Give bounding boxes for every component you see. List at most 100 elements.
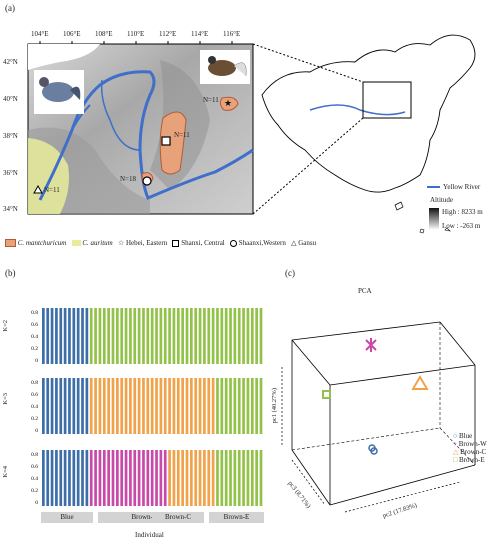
brown-eared-pheasant-image <box>200 50 250 84</box>
legend-label-hebei: Hebei, Eastern <box>125 239 168 247</box>
structure-bar <box>198 378 202 434</box>
structure-bar <box>76 450 80 506</box>
triangle-icon: △ <box>453 448 459 456</box>
structure-bar <box>246 450 250 506</box>
structure-bar <box>116 450 119 506</box>
pca-legend: ○ Blue + Brown-W △ Brown-C □ Brown-E <box>453 432 487 464</box>
pca-legend-item-brown-w: + Brown-W <box>453 440 487 448</box>
structure-bar <box>163 308 167 364</box>
structure-bar <box>133 378 137 434</box>
legend-swatch-mantchuricum <box>5 239 16 248</box>
structure-bar <box>94 308 97 364</box>
structure-bar <box>155 450 158 506</box>
structure-bar <box>72 378 76 434</box>
structure-bar <box>159 378 163 434</box>
structure-bar <box>111 378 115 434</box>
legend-altitude-high: High : 8233 m <box>442 208 483 216</box>
structure-bar <box>137 308 141 364</box>
structure-bar <box>81 308 84 364</box>
structure-bar <box>111 308 115 364</box>
structure-bar <box>250 308 254 364</box>
structure-bar <box>203 378 206 434</box>
row-label-k2: K=2 <box>2 320 9 332</box>
structure-bar <box>68 450 71 506</box>
circle-icon: ○ <box>453 432 458 440</box>
structure-bar <box>233 308 237 364</box>
structure-bar <box>216 308 219 364</box>
structure-ytick: 0.2 <box>31 346 38 352</box>
structure-bar <box>224 378 228 434</box>
pca-axis-pc1: pc1 (40.27%) <box>271 388 278 424</box>
star-icon: ☆ <box>117 239 125 247</box>
structure-bar <box>207 378 211 434</box>
structure-bar <box>42 450 45 506</box>
structure-bar <box>224 450 228 506</box>
legend-label-gansu: Gansu <box>298 239 317 247</box>
structure-bar <box>102 450 106 506</box>
structure-bar <box>255 378 258 434</box>
structure-ytick: 0.6 <box>31 322 38 328</box>
site-label-hebei: N=11 <box>203 96 219 104</box>
structure-bar <box>133 450 137 506</box>
structure-bar <box>107 378 110 434</box>
mantchuricum-region-shanxi <box>159 111 187 175</box>
structure-bar <box>229 378 232 434</box>
structure-bar <box>259 378 263 434</box>
structure-bar <box>98 308 102 364</box>
structure-bar <box>198 308 202 364</box>
structure-bar <box>185 450 189 506</box>
pca-point-brown-e <box>322 390 331 399</box>
square-icon <box>172 239 180 247</box>
structure-bar <box>50 450 54 506</box>
structure-bar <box>129 450 132 506</box>
structure-bar <box>89 308 93 364</box>
shaanxi-circle-marker <box>142 176 152 186</box>
panel-a-map: ★ <box>27 34 476 234</box>
structure-bar <box>259 450 263 506</box>
pca-cube <box>281 321 476 513</box>
square-icon: □ <box>453 456 458 464</box>
structure-bar <box>81 378 84 434</box>
site-label-shanxi: N=11 <box>174 131 190 139</box>
structure-bar <box>150 450 154 506</box>
structure-bar <box>229 450 232 506</box>
structure-plot: 0.8 0.6 0.4 0.2 0 0.8 0.6 0.4 0.2 0 0.8 0.6 0.4 0.2 0 <box>31 308 263 506</box>
structure-bar <box>194 378 198 434</box>
structure-bar <box>55 378 58 434</box>
legend-altitude-low: Low : -263 m <box>442 222 481 230</box>
structure-ytick: 0.6 <box>31 464 38 470</box>
structure-bar <box>168 378 171 434</box>
lon-tick-108: 108°E <box>95 30 113 38</box>
plus-icon: + <box>453 440 457 448</box>
structure-bar <box>255 308 258 364</box>
legend-altitude-title: Altitude <box>430 196 453 204</box>
structure-bar <box>120 450 124 506</box>
structure-bar <box>185 308 189 364</box>
structure-bar <box>63 450 67 506</box>
structure-bar <box>242 308 245 364</box>
structure-ytick: 0.2 <box>31 416 38 422</box>
legend-yellow-river: Yellow River <box>443 183 481 191</box>
structure-bar <box>176 308 180 364</box>
structure-bar <box>68 378 71 434</box>
structure-bar <box>120 378 124 434</box>
structure-bar <box>190 308 193 364</box>
structure-bar <box>220 378 224 434</box>
lon-tick-116: 116°E <box>223 30 241 38</box>
structure-bar <box>211 450 215 506</box>
structure-bar <box>181 378 184 434</box>
structure-bar <box>190 378 193 434</box>
structure-bar <box>94 450 97 506</box>
group-label-bar: Blue Brown-W Brown-C Brown-E <box>41 512 264 523</box>
pca-legend-item-brown-e: □ Brown-E <box>453 456 485 464</box>
structure-bar <box>146 378 150 434</box>
structure-ytick: 0.6 <box>31 392 38 398</box>
lon-tick-110: 110°E <box>127 30 145 38</box>
structure-bar <box>102 378 106 434</box>
structure-bar <box>137 450 141 506</box>
structure-bar <box>216 450 219 506</box>
yellow-river-line <box>38 70 254 201</box>
structure-bar <box>224 308 228 364</box>
group-label-brown-c: Brown-C <box>152 512 204 523</box>
structure-bar <box>124 450 128 506</box>
